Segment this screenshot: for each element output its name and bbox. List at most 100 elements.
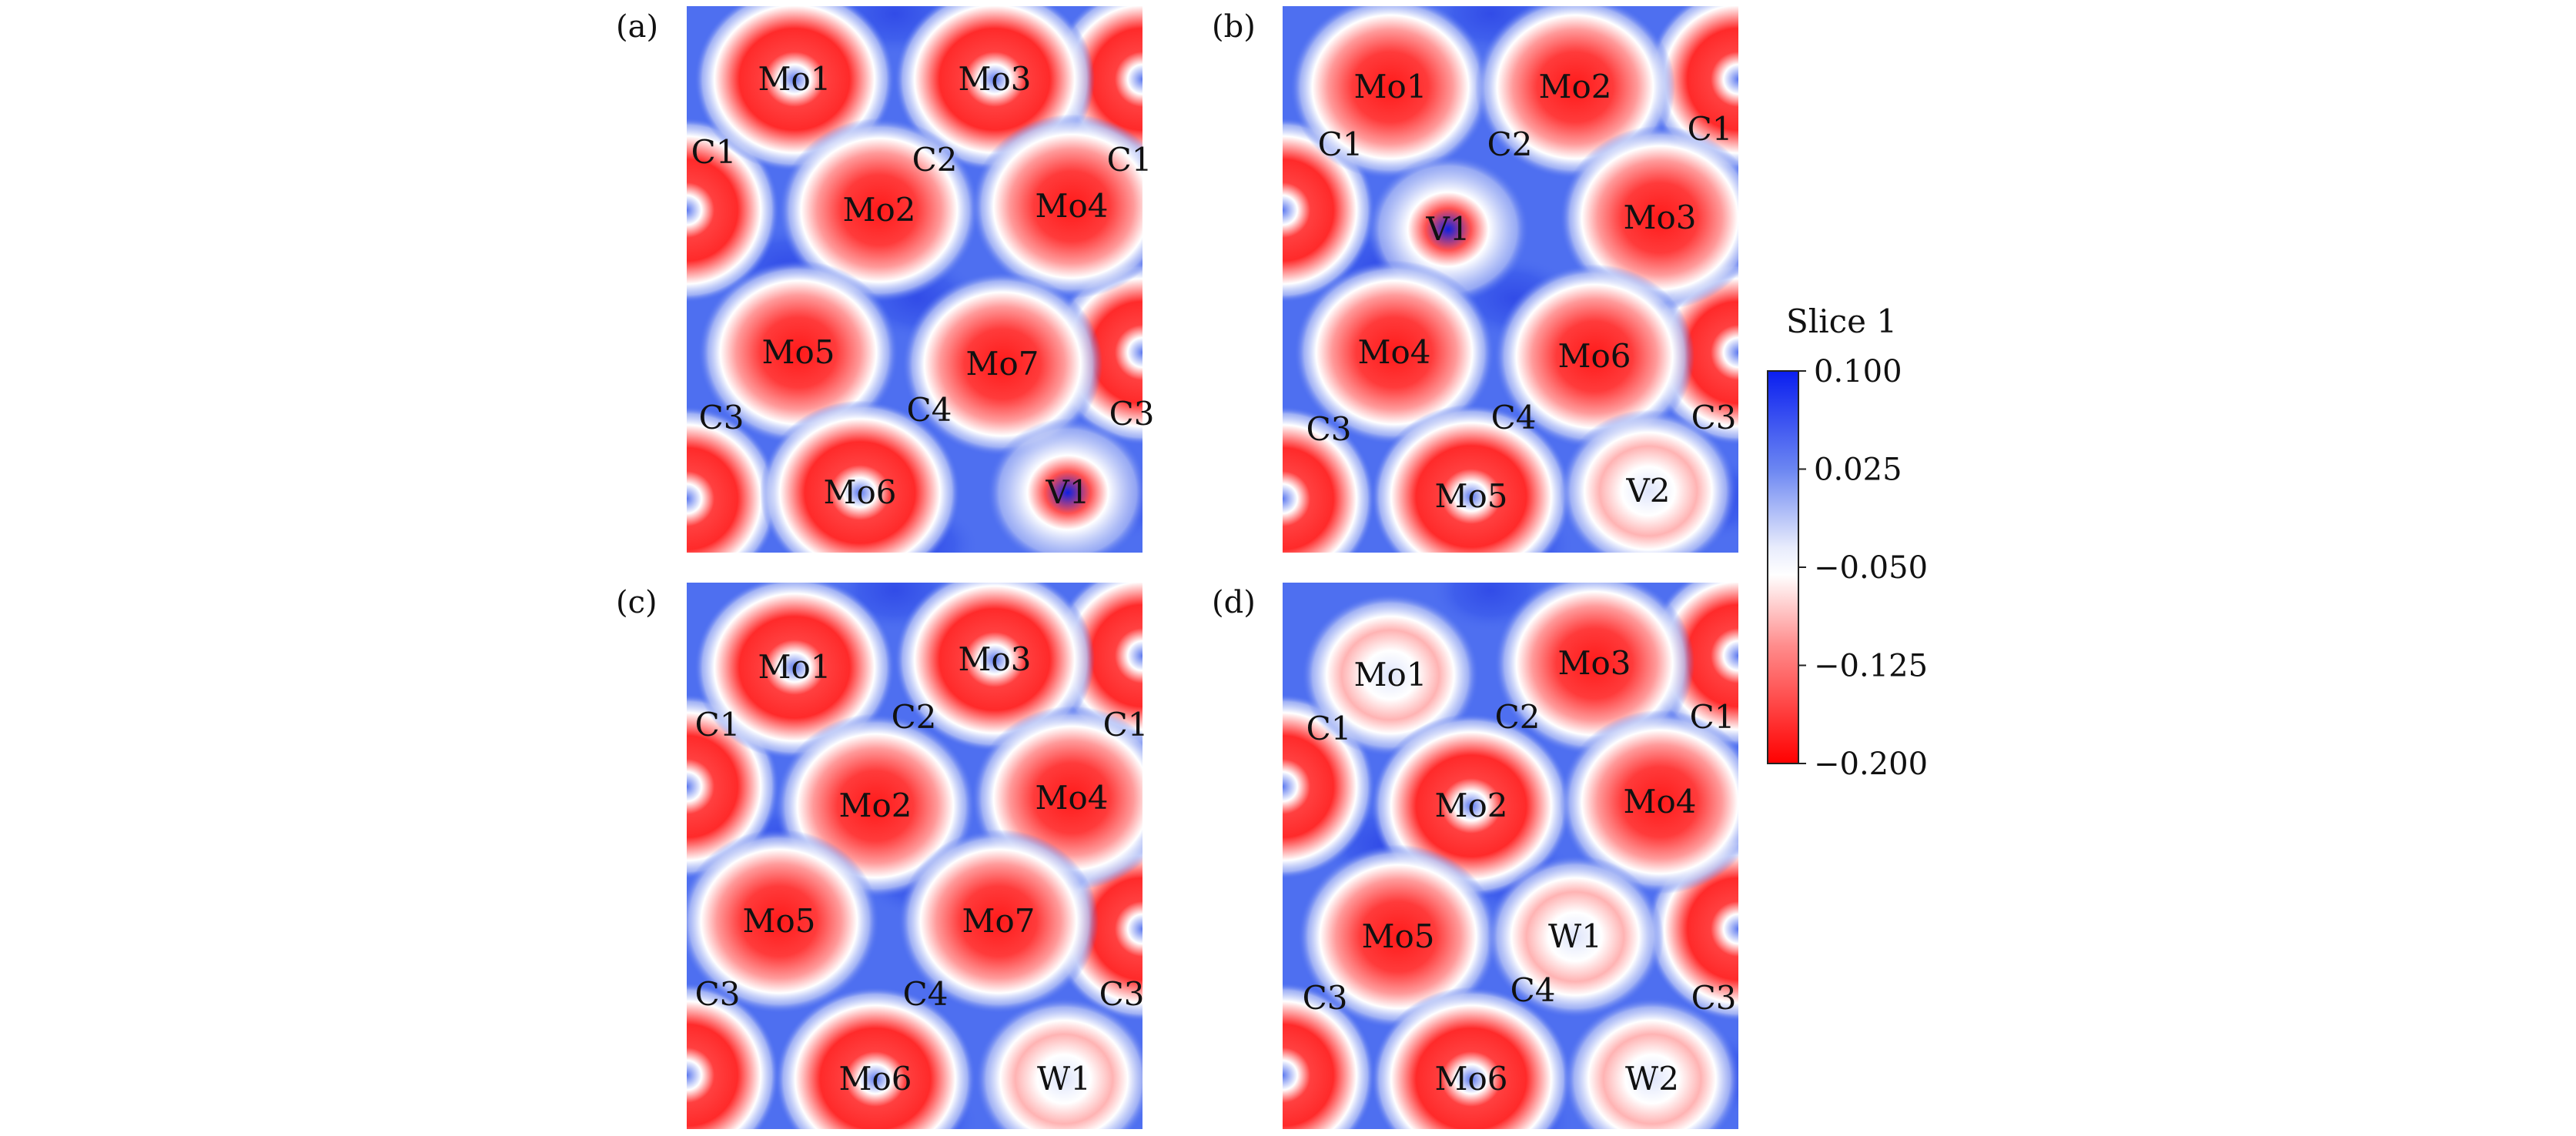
periodic-image-atom xyxy=(1283,983,1375,1129)
atom-label: C1 xyxy=(1103,706,1149,743)
atom-density-blob xyxy=(698,260,898,445)
atom-density-weak xyxy=(1302,593,1479,757)
colorbar-tick-label: −0.050 xyxy=(1814,550,1928,586)
atom-label: C3 xyxy=(1691,399,1737,436)
atom-label: C3 xyxy=(699,399,744,436)
atom-label: Mo7 xyxy=(962,902,1035,940)
atom-label: C1 xyxy=(1690,698,1735,736)
atom-density-ring xyxy=(694,583,895,760)
atom-label: Mo1 xyxy=(1353,68,1427,105)
density-map xyxy=(687,6,1142,553)
panel-tag: (c) xyxy=(616,585,657,620)
atom-label: Mo4 xyxy=(1035,187,1108,225)
atom-label: V2 xyxy=(1625,472,1670,510)
atom-label: Mo6 xyxy=(838,1060,912,1098)
colorbar-title: Slice 1 xyxy=(1786,302,1897,340)
atom-label: Mo1 xyxy=(758,60,831,98)
atom-label: C2 xyxy=(1495,698,1541,736)
atom-density-blob xyxy=(1494,264,1694,449)
atom-density-ring xyxy=(1371,987,1571,1129)
panel-c: (c) Mo1 Mo3 C1 C2 C1 Mo2 Mo4 Mo5 Mo7 C3 C4 C3 Mo6 W1 xyxy=(616,583,1149,1129)
panel-d: (d) Mo1 Mo3 C1 C2 C1 Mo2 Mo4 Mo5 W1 C3 C4 C3 Mo6 W2 xyxy=(1212,583,1738,1129)
atom-label: C4 xyxy=(903,975,948,1013)
atom-label: V1 xyxy=(1045,473,1089,511)
atom-density-weak xyxy=(1487,855,1664,1018)
atom-density-blob xyxy=(1290,6,1490,179)
atom-density-blob xyxy=(1560,125,1738,310)
density-map xyxy=(687,583,1142,1129)
atom-label: Mo3 xyxy=(1623,199,1696,236)
atom-label: Mo4 xyxy=(1035,779,1108,817)
atom-label: C1 xyxy=(1107,141,1153,179)
periodic-image-atom xyxy=(1283,406,1375,553)
atom-label: C1 xyxy=(695,706,741,743)
colorbar-tick-label: −0.125 xyxy=(1814,649,1928,684)
atom-density-blob xyxy=(1294,260,1494,445)
atom-label: C3 xyxy=(1109,395,1155,433)
atom-label: C2 xyxy=(892,698,937,736)
atom-label: C4 xyxy=(1491,399,1537,436)
colorbar-tick-label: 0.100 xyxy=(1814,354,1902,389)
colorbar: Slice 1 0.100 0.025 −0.050 −0.125 −0.200 xyxy=(1767,302,1928,782)
atom-density-blob xyxy=(687,829,879,1014)
density-map xyxy=(1283,6,1738,553)
atom-density-blob xyxy=(1560,710,1738,894)
atom-label: Mo2 xyxy=(1434,787,1507,824)
atom-label: W2 xyxy=(1625,1060,1679,1098)
atom-label: Mo2 xyxy=(838,787,912,824)
atom-label: Mo1 xyxy=(758,648,831,686)
atom-density-blob xyxy=(972,114,1142,299)
atom-label: Mo3 xyxy=(1557,644,1631,682)
atom-density-weak xyxy=(1560,409,1737,553)
atom-label: C1 xyxy=(1306,710,1352,747)
atom-label: C3 xyxy=(695,975,741,1013)
atom-label: C4 xyxy=(1510,971,1556,1009)
panel-a: (a) Mo1 Mo3 C1 C2 C1 Mo2 Mo4 Mo5 Mo7 C3 C4 C3 Mo6 V1 xyxy=(616,6,1155,553)
atom-label: Mo4 xyxy=(1623,783,1696,820)
atom-label: W1 xyxy=(1548,917,1602,955)
atom-density-ring xyxy=(1371,404,1571,553)
atom-density-weak xyxy=(1564,997,1738,1129)
atom-density-ring xyxy=(760,400,960,553)
atom-density-blob xyxy=(902,272,1102,456)
atom-density-blob xyxy=(779,118,979,302)
atom-label: V1 xyxy=(1425,210,1470,248)
atom-label: C1 xyxy=(1688,110,1733,148)
atom-label: C3 xyxy=(1303,979,1348,1017)
atom-label: Mo4 xyxy=(1357,333,1430,371)
atom-density-ring xyxy=(775,987,975,1129)
atom-label: C2 xyxy=(912,141,958,179)
atom-label: Mo7 xyxy=(965,345,1039,383)
atom-label: W1 xyxy=(1037,1060,1091,1098)
atom-density-dopant xyxy=(987,418,1142,553)
atom-density-weak xyxy=(975,997,1142,1129)
atom-label: Mo5 xyxy=(1361,917,1434,955)
atom-label: C3 xyxy=(1099,975,1145,1013)
periodic-image-atom xyxy=(687,406,779,553)
atom-label: Mo6 xyxy=(823,473,896,511)
atom-label: C1 xyxy=(691,133,737,171)
periodic-image-atom xyxy=(687,983,779,1129)
atom-label: C1 xyxy=(1318,125,1363,163)
panel-tag: (d) xyxy=(1212,585,1256,620)
panel-tag: (a) xyxy=(616,9,658,45)
panel-b: (b) Mo1 Mo2 C1 C2 C1 V1 Mo3 Mo4 Mo6 C3 C4 C3 Mo5 V2 xyxy=(1212,6,1738,553)
atom-label: Mo1 xyxy=(1353,656,1427,693)
colorbar-tick-label: 0.025 xyxy=(1814,453,1902,488)
colorbar-tick-label: −0.200 xyxy=(1814,747,1928,782)
colorbar-gradient xyxy=(1767,370,1799,764)
atom-density-blob xyxy=(898,829,1099,1014)
atom-label: C3 xyxy=(1691,979,1737,1017)
atom-density-blob xyxy=(1298,844,1498,1029)
density-map xyxy=(1283,583,1738,1129)
atom-label: Mo2 xyxy=(1538,68,1611,105)
atom-label: Mo5 xyxy=(761,333,835,371)
atom-density-ring xyxy=(895,583,1095,752)
atom-label: Mo3 xyxy=(958,60,1031,98)
atom-label: Mo5 xyxy=(1434,477,1507,515)
atom-label: Mo6 xyxy=(1557,337,1631,375)
atom-label: C2 xyxy=(1487,125,1533,163)
atom-label: C3 xyxy=(1306,410,1352,448)
panel-tag: (b) xyxy=(1212,9,1256,45)
